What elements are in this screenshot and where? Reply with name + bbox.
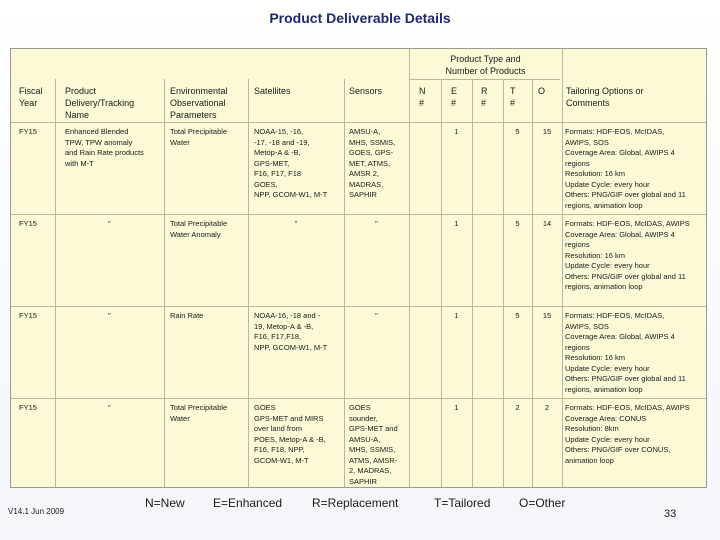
header-e: E # [451,86,458,108]
row-3-tailoring: Formats: HDF-EOS, McIDAS, AWIPS, SOS Cov… [565,311,686,394]
row-2-product: " [108,219,111,228]
row-2-t: 5 [515,219,520,228]
header-product: Product Delivery/Tracking Name [65,86,135,120]
row-2-sensors: " [375,219,378,228]
row-3-env: Rain Rate [170,311,204,320]
row-2-env: Total Precipitable Water Anomaly [170,219,228,239]
row-2-tailoring: Formats: HDF-EOS, McIDAS, AWIPS Coverage… [565,219,690,291]
row-1-e: 1 [454,127,459,136]
row-2-o: 14 [542,219,552,228]
header-fiscal-year: Fiscal Year [19,86,43,108]
version-label: V14.1 Jun 2009 [8,507,65,516]
type-header: Product Type and Number of Products [445,54,526,76]
row-4-e: 1 [454,403,459,412]
header-r: R # [481,86,488,108]
page-number: 33 [664,508,677,520]
header-tailoring: Tailoring Options or Comments [566,86,644,108]
row-1-satellites: NOAA-15, -16, -17, -18 and -19, Metop-A … [254,127,328,199]
row-4-sensors: GOES sounder, GPS-MET and AMSU-A, MHS, S… [349,403,398,486]
legend-enhanced: E=Enhanced [213,496,283,510]
row-2-satellites: " [294,219,298,228]
row-3-fy: FY15 [19,311,37,320]
row-1-t: 5 [515,127,520,136]
row-1-fy: FY15 [19,127,37,136]
row-1-env: Total Precipitable Water [170,127,228,147]
row-3-sensors: " [375,311,378,320]
header-sensors: Sensors [349,86,383,96]
row-1-o: 15 [542,127,552,136]
legend-replacement: R=Replacement [312,496,399,510]
row-4-fy: FY15 [19,403,37,412]
row-1-tailoring: Formats: HDF-EOS, McIDAS, AWIPS, SOS Cov… [565,127,686,210]
page-title: Product Deliverable Details [269,10,451,26]
legend-other: O=Other [519,496,566,510]
header-n: N # [419,86,426,108]
legend-new: N=New [145,496,185,510]
row-4-satellites: GOES GPS-MET and MIRS over land from POE… [254,403,326,465]
row-3-o: 15 [542,311,552,320]
row-2-fy: FY15 [19,219,37,228]
row-3-t: 5 [515,311,520,320]
row-4-t: 2 [515,403,520,412]
row-3-product: " [108,311,111,320]
row-3-e: 1 [454,311,459,320]
deliverables-table: Product Type and Number of Products Fisc… [10,48,707,488]
row-4-product: " [108,403,111,412]
legend-tailored: T=Tailored [434,496,491,510]
row-4-tailoring: Formats: HDF-EOS, McIDAS, AWIPS Coverage… [565,403,690,465]
header-t: T # [510,86,516,108]
row-1-product: Enhanced Blended TPW, TPW anomaly and Ra… [65,127,144,168]
row-4-env: Total Precipitable Water [170,403,228,423]
row-4-o: 2 [544,403,550,412]
row-1-sensors: AMSU-A, MHS, SSMIS, GOES, GPS- MET, ATMS… [349,127,396,199]
header-env: Environmental Observational Parameters [170,86,228,120]
header-satellites: Satellites [254,86,291,96]
row-2-e: 1 [454,219,459,228]
header-o: O [538,86,546,96]
row-3-satellites: NOAA-16, -18 and - 19, Metop-A & -B, F16… [254,311,328,352]
